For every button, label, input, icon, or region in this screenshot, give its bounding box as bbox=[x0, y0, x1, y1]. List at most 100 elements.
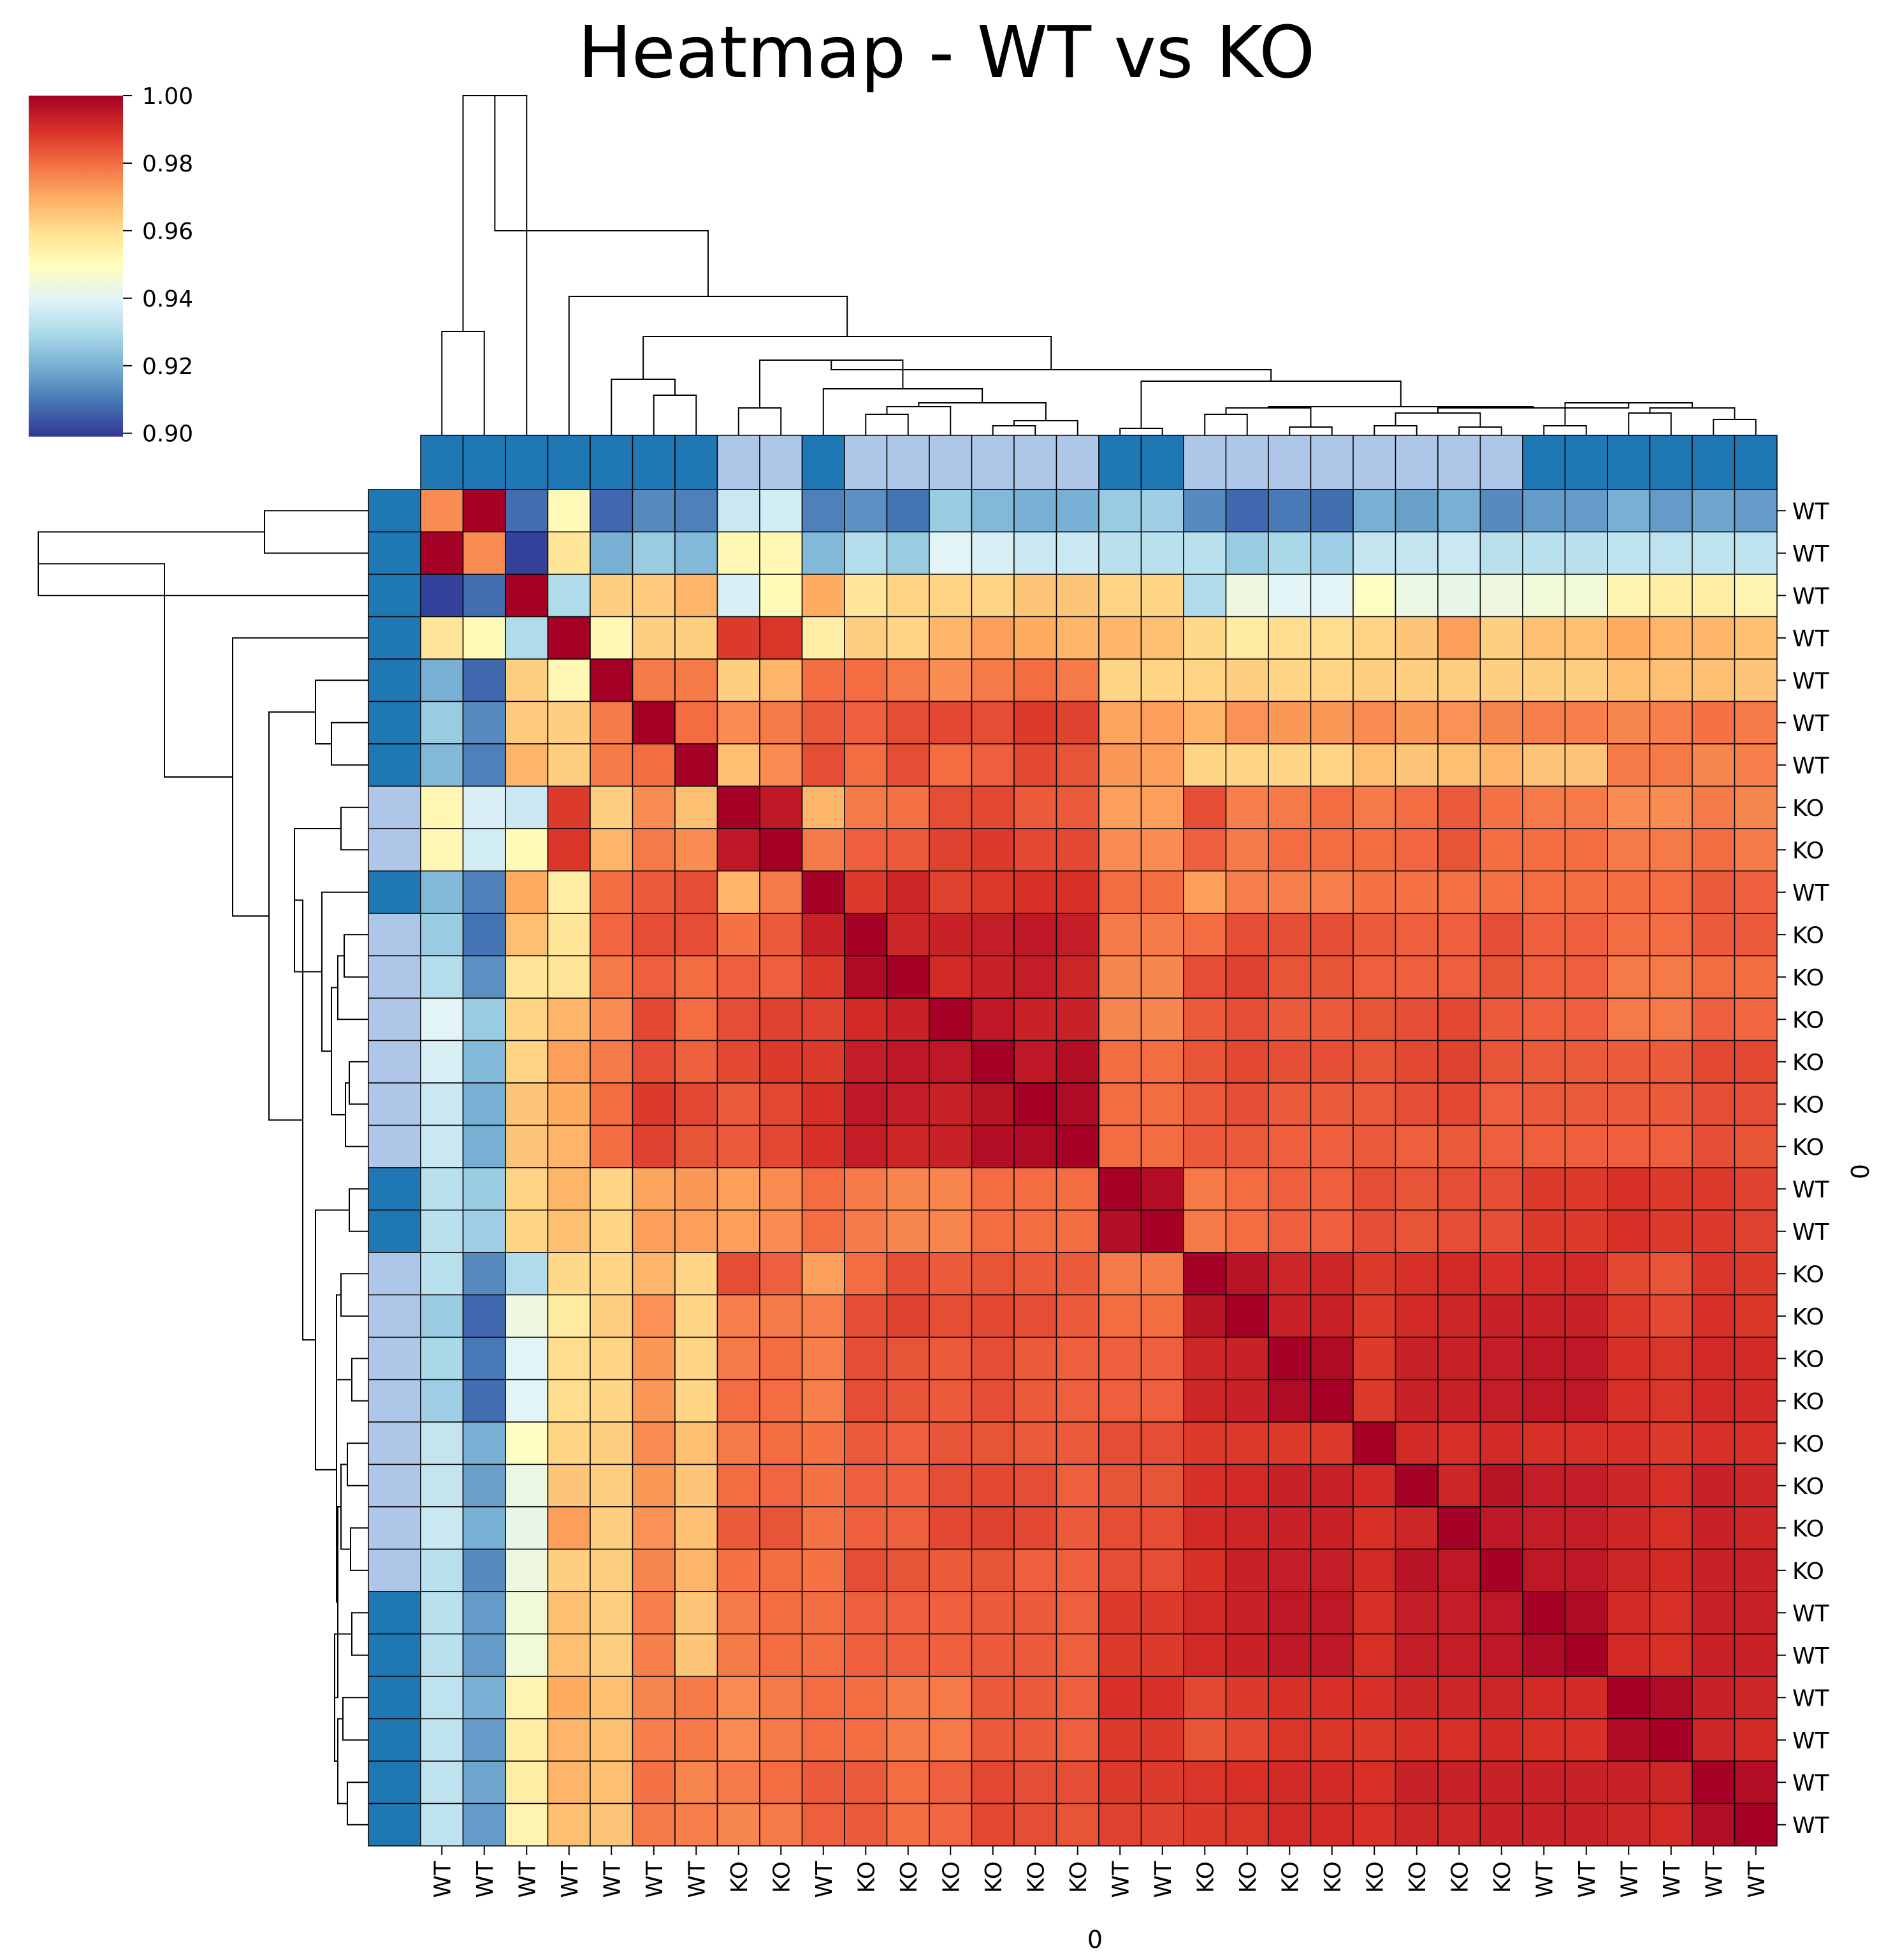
heatmap-cell bbox=[1353, 828, 1396, 872]
row-tick-label: KO bbox=[1792, 838, 1824, 864]
column-group-color bbox=[759, 435, 803, 490]
heatmap-cell bbox=[801, 1633, 845, 1677]
heatmap-cell bbox=[1183, 785, 1227, 829]
heatmap-cell bbox=[1734, 1167, 1778, 1211]
heatmap-cell bbox=[1055, 1803, 1099, 1847]
heatmap-cell bbox=[505, 574, 549, 618]
heatmap-cell bbox=[1564, 828, 1608, 872]
heatmap-cell bbox=[1140, 1718, 1184, 1762]
row-tick-label: WT bbox=[1792, 753, 1830, 779]
heatmap-cell bbox=[1140, 1252, 1184, 1296]
heatmap-cell bbox=[1734, 870, 1778, 914]
heatmap-cell bbox=[1310, 828, 1354, 872]
dendrogram-link bbox=[1204, 414, 1248, 435]
heatmap-cell bbox=[1395, 1379, 1439, 1423]
heatmap-cell bbox=[716, 955, 760, 999]
dendrogram-link bbox=[865, 414, 909, 435]
heatmap-cell bbox=[1564, 955, 1608, 999]
dendrogram-link bbox=[38, 563, 233, 778]
heatmap-cell bbox=[1098, 1252, 1142, 1296]
heatmap-cell bbox=[462, 1209, 506, 1253]
row-tick-label: KO bbox=[1792, 965, 1824, 991]
heatmap-cell bbox=[716, 1633, 760, 1677]
heatmap-cell bbox=[1437, 1421, 1481, 1465]
heatmap-cell bbox=[462, 1591, 506, 1635]
heatmap-cell bbox=[1564, 1548, 1608, 1592]
heatmap-cell bbox=[547, 1252, 591, 1296]
heatmap-cell bbox=[505, 1124, 549, 1168]
heatmap-cell bbox=[1013, 1760, 1057, 1804]
row-tick-label: WT bbox=[1792, 1219, 1830, 1245]
row-group-color bbox=[368, 1379, 421, 1423]
heatmap-cell bbox=[716, 489, 760, 533]
heatmap-cell bbox=[1479, 1124, 1523, 1168]
heatmap-cell bbox=[1522, 574, 1566, 618]
heatmap-cell bbox=[801, 658, 845, 702]
heatmap-cell bbox=[759, 1421, 803, 1465]
row-tick-label: KO bbox=[1792, 1389, 1824, 1415]
heatmap-cell bbox=[1183, 1421, 1227, 1465]
heatmap-cell bbox=[1734, 1294, 1778, 1338]
heatmap-cell bbox=[1395, 1760, 1439, 1804]
heatmap-cell bbox=[1479, 828, 1523, 872]
heatmap-cell bbox=[716, 1124, 760, 1168]
heatmap-cell bbox=[1734, 1591, 1778, 1635]
column-group-color bbox=[1140, 435, 1184, 490]
heatmap-cell bbox=[1734, 489, 1778, 533]
heatmap-cell bbox=[1734, 1718, 1778, 1762]
row-tick-label: KO bbox=[1792, 1304, 1824, 1330]
heatmap-cell bbox=[1013, 701, 1057, 744]
heatmap-cell bbox=[1353, 913, 1396, 957]
heatmap-cell bbox=[1268, 1676, 1312, 1720]
heatmap-cell bbox=[505, 1421, 549, 1465]
heatmap-cell bbox=[1098, 1506, 1142, 1550]
row-tick-label: KO bbox=[1792, 1431, 1824, 1457]
heatmap-cell bbox=[1310, 1124, 1354, 1168]
heatmap-cell bbox=[632, 1421, 676, 1465]
heatmap-cell bbox=[1098, 1718, 1142, 1762]
column-tick-label: WT bbox=[811, 1861, 838, 1898]
heatmap-cell bbox=[1225, 955, 1269, 999]
heatmap-cell bbox=[1522, 1252, 1566, 1296]
column-group-color bbox=[505, 435, 549, 490]
heatmap-cell bbox=[1479, 1040, 1523, 1084]
heatmap-cell bbox=[1268, 1421, 1312, 1465]
heatmap-cell bbox=[929, 743, 973, 787]
column-group-color bbox=[1395, 435, 1439, 490]
dendrogram-link bbox=[331, 722, 368, 766]
heatmap-cell bbox=[1479, 1294, 1523, 1338]
heatmap-cell bbox=[547, 1040, 591, 1084]
heatmap-cell bbox=[844, 531, 888, 575]
heatmap-cell bbox=[1353, 489, 1396, 533]
column-tick-label: KO bbox=[981, 1861, 1007, 1893]
heatmap-cell bbox=[971, 1633, 1015, 1677]
heatmap-cell bbox=[1395, 1167, 1439, 1211]
heatmap-cell bbox=[844, 1082, 888, 1126]
heatmap-cell bbox=[801, 1040, 845, 1084]
dendrogram-link bbox=[737, 407, 782, 435]
column-tick-label: KO bbox=[896, 1861, 922, 1893]
heatmap-cell bbox=[886, 1633, 930, 1677]
heatmap-cell bbox=[420, 1548, 464, 1592]
heatmap-cell bbox=[1479, 1803, 1523, 1847]
heatmap-cell bbox=[759, 1082, 803, 1126]
heatmap-cell bbox=[716, 1337, 760, 1381]
heatmap-cell bbox=[1734, 1463, 1778, 1507]
heatmap-cell bbox=[1098, 489, 1142, 533]
heatmap-cell bbox=[1692, 1040, 1736, 1084]
row-group-color bbox=[368, 828, 421, 872]
heatmap-cell bbox=[547, 531, 591, 575]
heatmap-cell bbox=[716, 1167, 760, 1211]
heatmap-cell bbox=[1140, 489, 1184, 533]
heatmap-cell bbox=[1310, 955, 1354, 999]
row-group-color bbox=[368, 574, 421, 618]
heatmap-cell bbox=[1649, 785, 1693, 829]
row-tick-label: WT bbox=[1792, 1601, 1830, 1627]
row-tick-label: WT bbox=[1792, 668, 1830, 694]
heatmap-cell bbox=[1353, 658, 1396, 702]
heatmap-cell bbox=[801, 531, 845, 575]
heatmap-cell bbox=[929, 1252, 973, 1296]
heatmap-cell bbox=[632, 489, 676, 533]
heatmap-cell bbox=[844, 1167, 888, 1211]
heatmap-cell bbox=[1692, 616, 1736, 660]
